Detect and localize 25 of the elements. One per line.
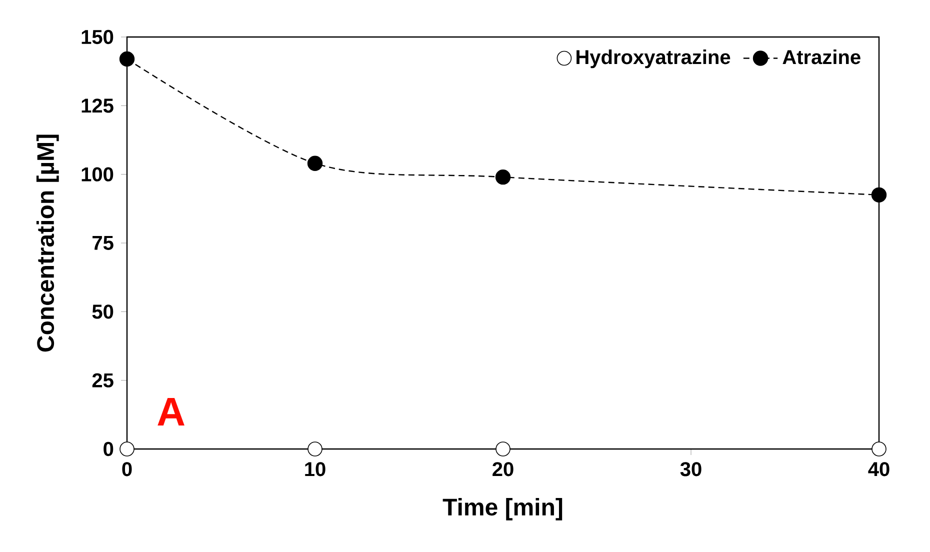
x-tick-label: 30 [680, 462, 702, 476]
x-axis-title: Time [min] [442, 498, 562, 520]
x-tick-label: 20 [492, 462, 514, 476]
y-tick-label: 75 [92, 236, 114, 250]
y-tick-label: 0 [104, 442, 114, 456]
point [871, 187, 887, 203]
y-tick-label: 125 [82, 98, 114, 113]
point [120, 442, 134, 456]
y-tick-label: 25 [92, 373, 114, 388]
annotation: A [158, 398, 184, 426]
point [495, 169, 511, 185]
legend-label: Hydroxyatrazine [576, 50, 730, 68]
point [119, 51, 135, 67]
point [307, 156, 323, 171]
y-axis-title: Concentration [µM] [36, 134, 59, 352]
legend-label: Atrazine [782, 50, 860, 64]
x-tick-label: 10 [305, 462, 326, 476]
point [308, 442, 322, 456]
y-tick-label: 150 [82, 30, 114, 44]
point [496, 442, 510, 456]
x-tick-label: 40 [868, 462, 890, 476]
x-tick-label: 0 [122, 462, 132, 476]
y-tick-label: 100 [82, 167, 114, 182]
point [872, 442, 886, 456]
y-tick-label: 50 [92, 304, 114, 319]
